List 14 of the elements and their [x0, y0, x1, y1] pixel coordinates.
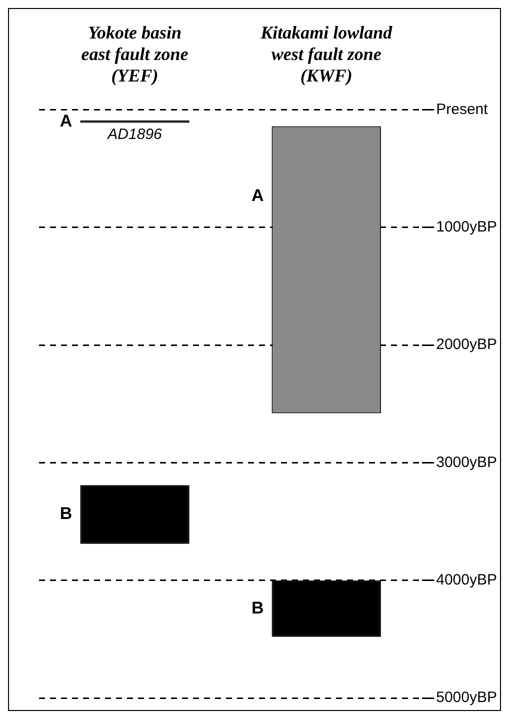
- text: B: [251, 598, 264, 618]
- series-label: A: [60, 111, 72, 130]
- y-tick-label: 5000yBP: [436, 689, 498, 706]
- series-label: B: [60, 504, 72, 524]
- text: A: [251, 186, 264, 205]
- annotation: AD1896: [106, 126, 163, 144]
- bar: [80, 485, 190, 544]
- y-tick-label: 3000yBP: [436, 454, 498, 471]
- x-tick-label: Kitakami lowland west fault zone (KWF): [260, 22, 394, 86]
- y-tick-label: 2000yBP: [436, 336, 498, 354]
- x-tick-label: Yokote basin east fault zone (YEF): [81, 22, 188, 86]
- y-tick-label: 1000yBP: [436, 218, 498, 236]
- y-tick-label: Present: [436, 100, 489, 118]
- y-tick-label: 4000yBP: [436, 572, 498, 588]
